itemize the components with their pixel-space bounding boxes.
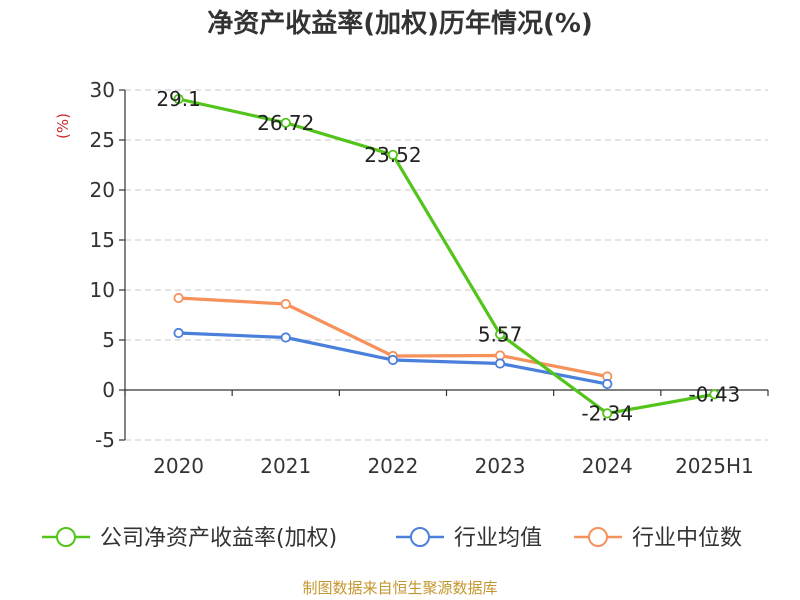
series-1	[173, 327, 613, 390]
data-point	[280, 117, 291, 128]
data-point	[494, 329, 506, 340]
data-point	[173, 327, 184, 339]
legend-swatch-marker	[56, 527, 76, 547]
y-tick-label: -5	[95, 428, 115, 452]
data-point	[173, 292, 184, 304]
legend-label: 公司净资产收益率(加权)	[100, 526, 337, 551]
x-tick-label: 2024	[582, 454, 633, 478]
x-tick-label: 2022	[367, 454, 418, 478]
y-axis-label: (%)	[54, 113, 72, 139]
y-tick-label: 15	[90, 228, 115, 252]
legend-swatch-marker	[588, 527, 608, 547]
data-point	[280, 298, 291, 310]
legend-label: 行业中位数	[632, 526, 742, 551]
legend-item-0[interactable]: 公司净资产收益率(加权)	[42, 526, 337, 551]
y-tick-label: 5	[102, 328, 115, 352]
x-tick-label: 2021	[260, 454, 311, 478]
data-label: -2.34	[581, 401, 633, 425]
source-note: 制图数据来自恒生聚源数据库	[302, 579, 497, 597]
data-point	[709, 389, 720, 400]
series-lines	[173, 93, 720, 419]
axes: -5 0 5 10 15 20 25 30 2020 2021 2022 2023 2024 2025H1	[90, 78, 769, 478]
data-label: 26.72	[257, 111, 314, 135]
legend[interactable]: 公司净资产收益率(加权) 行业均值 行业中位数	[42, 526, 742, 551]
series-line	[176, 97, 717, 415]
data-point	[387, 354, 399, 366]
data-point	[602, 408, 613, 419]
data-point	[280, 332, 291, 343]
legend-item-2[interactable]: 行业中位数	[574, 526, 742, 551]
y-tick-label: 25	[90, 128, 115, 152]
legend-item-1[interactable]: 行业均值	[396, 526, 542, 551]
data-point	[173, 93, 184, 105]
data-point	[387, 149, 399, 160]
grid-lines	[125, 89, 768, 441]
data-label: 29.1	[156, 87, 201, 111]
legend-swatch-marker	[410, 527, 430, 547]
legend-label: 行业均值	[454, 526, 542, 551]
data-point	[494, 358, 506, 369]
data-label: 5.57	[478, 322, 523, 346]
y-tick-label: 10	[90, 278, 115, 302]
chart-title: 净资产收益率(加权)历年情况(%)	[207, 8, 593, 39]
data-labels: 29.1 26.72 23.52 5.57 -2.34 -0.43	[156, 87, 740, 425]
x-tick-label: 2025H1	[675, 454, 754, 478]
series-0	[173, 93, 720, 419]
y-tick-label: 30	[90, 78, 115, 102]
x-tick-label: 2023	[475, 454, 526, 478]
data-label: 23.52	[364, 143, 421, 167]
y-tick-label: 0	[102, 378, 115, 402]
data-point	[602, 378, 613, 390]
x-tick-label: 2020	[153, 454, 204, 478]
data-label: -0.43	[689, 382, 741, 406]
y-tick-label: 20	[90, 178, 115, 202]
